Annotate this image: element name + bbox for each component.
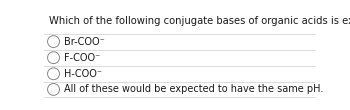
Text: H-COO⁻: H-COO⁻ <box>64 69 102 79</box>
Text: All of these would be expected to have the same pH.: All of these would be expected to have t… <box>64 84 323 94</box>
Text: Which of the following conjugate bases of organic acids is expected to have the : Which of the following conjugate bases o… <box>49 16 350 26</box>
Text: F-COO⁻: F-COO⁻ <box>64 53 100 63</box>
Text: Br-COO⁻: Br-COO⁻ <box>64 37 105 47</box>
